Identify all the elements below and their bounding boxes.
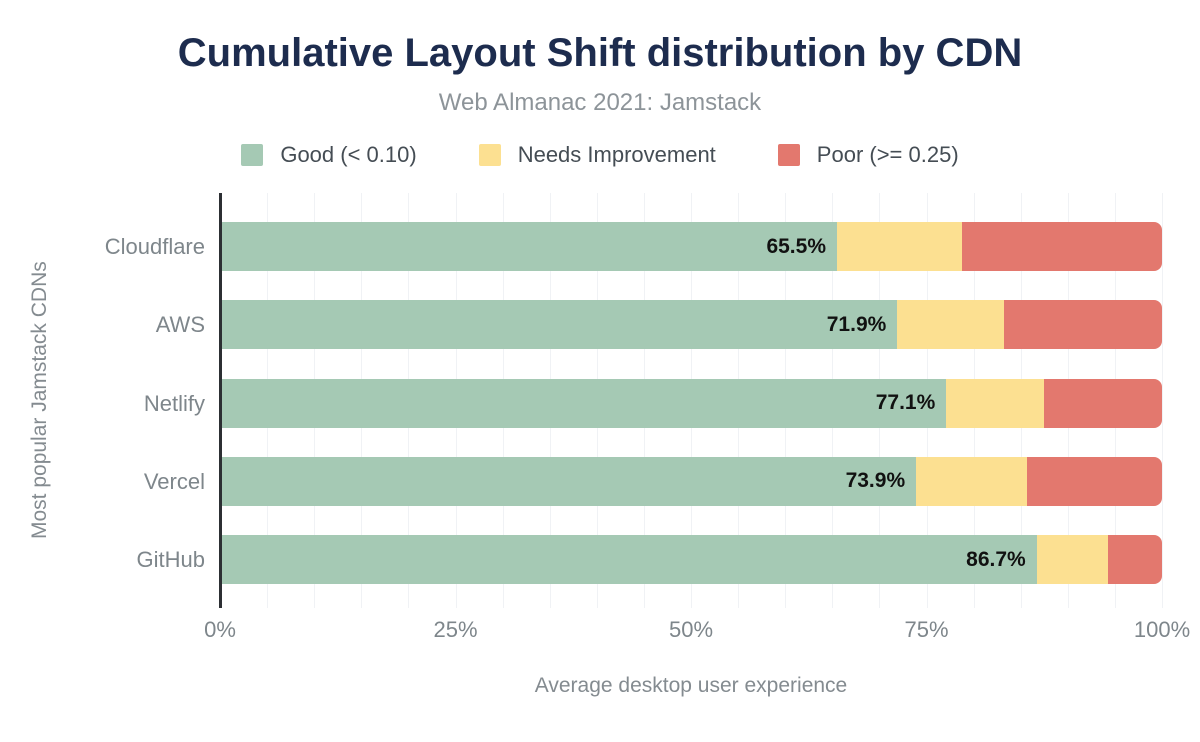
bar-row-aws: 71.9% [220,300,1162,350]
legend-item-1: Good (< 0.10) [241,142,417,168]
bar-value-label: 73.9% [845,469,906,493]
legend-item-3: Poor (>= 0.25) [777,142,959,168]
bar-segment-poor-0-25[interactable] [1003,300,1162,350]
legend-label: Poor (>= 0.25) [816,142,959,167]
legend-label: Needs Improvement [517,142,716,167]
bar-segment-good-0-10[interactable]: 65.5% [220,222,837,271]
x-axis-ticks: 0% 25% 50% 75% 100% [204,617,1190,643]
x-tick-0: 0% [204,617,236,642]
gridline [1162,193,1163,608]
chart-title: Cumulative Layout Shift distribution by … [177,31,1023,75]
legend-swatch-icon [777,144,800,166]
category-label-github: GitHub [136,547,205,572]
x-tick-100: 100% [1133,617,1191,642]
bar-segment-good-0-10[interactable]: 77.1% [220,378,947,428]
bar-segment-needs-improvement[interactable] [916,456,1028,506]
bar-row-vercel: 73.9% [220,456,1162,506]
bar-row-cloudflare: 65.5% [220,222,1162,271]
bar-segment-poor-0-25[interactable] [1044,378,1162,428]
bar-segment-good-0-10[interactable]: 73.9% [220,456,917,506]
bar-segment-needs-improvement[interactable] [946,378,1045,428]
plot-area: 65.5% 71.9% 77.1% 73.9% 86.7% Cloudflare AWS N… [105,193,1190,697]
x-tick-50: 50% [668,617,714,642]
category-label-vercel: Vercel [143,468,205,494]
bar-segment-needs-improvement[interactable] [897,300,1004,350]
bar-value-label: 77.1% [875,391,936,414]
bar-segment-poor-0-25[interactable] [1108,535,1162,584]
bar-segment-needs-improvement[interactable] [837,222,963,271]
bar-segment-good-0-10[interactable]: 71.9% [220,300,898,350]
bar-segment-poor-0-25[interactable] [1027,456,1162,506]
bar-value-label: 65.5% [766,234,826,258]
bar-segment-poor-0-25[interactable] [962,222,1162,271]
category-label-cloudflare: Cloudflare [104,234,205,259]
legend-item-2: Needs Improvement [478,142,716,168]
x-tick-25: 25% [433,617,478,642]
chart-subtitle: Web Almanac 2021: Jamstack [438,89,762,116]
x-axis-title: Average desktop user experience [534,674,848,697]
bar-row-netlify: 77.1% [220,378,1162,428]
chart-legend: Good (< 0.10) Needs Improvement Poor (>= 0… [0,142,1200,168]
legend-label: Good (< 0.10) [280,142,417,167]
legend-swatch-icon [241,144,264,166]
category-label-aws: AWS [155,312,205,338]
bar-segment-good-0-10[interactable]: 86.7% [220,535,1037,584]
bar-value-label: 71.9% [826,312,887,336]
category-label-netlify: Netlify [143,390,205,416]
x-tick-75: 75% [904,617,949,642]
legend-swatch-icon [478,144,501,166]
bar-row-github: 86.7% [220,535,1162,584]
y-axis-line [219,193,222,608]
bar-segment-needs-improvement[interactable] [1036,535,1109,584]
bar-value-label: 86.7% [966,547,1026,571]
